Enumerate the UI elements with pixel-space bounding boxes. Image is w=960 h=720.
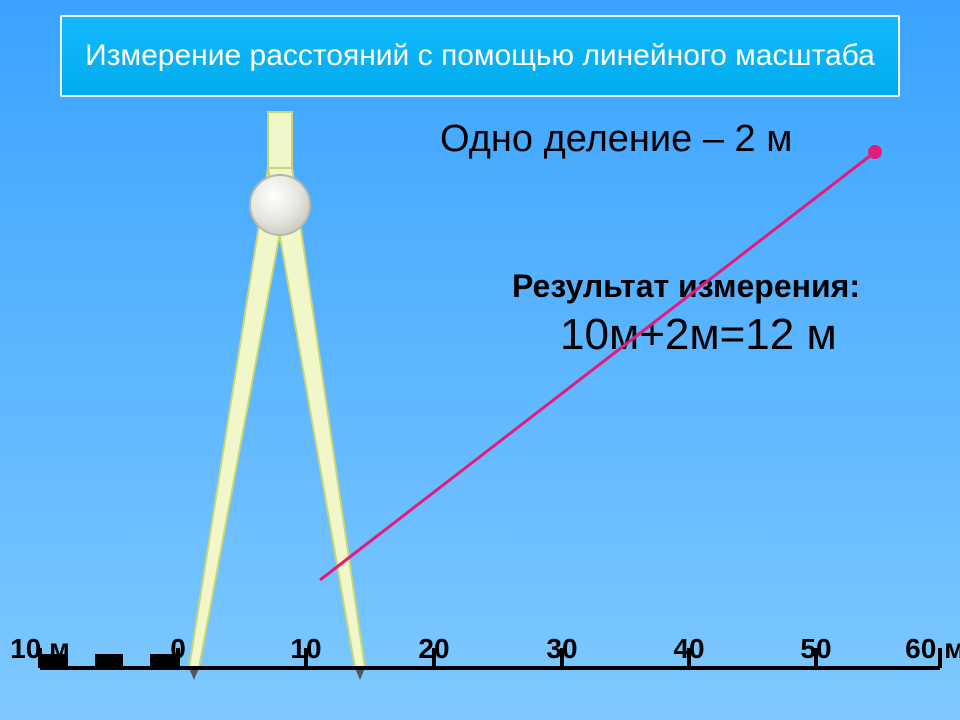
compass-icon [189, 112, 365, 680]
compass-pivot-disc [250, 175, 310, 235]
compass-left-arm [189, 168, 292, 668]
diagram-stage: Измерение расстояний с помощью линейного… [0, 0, 960, 720]
diagram-svg [0, 0, 960, 720]
pointer-callout [320, 145, 882, 580]
compass-handle [268, 112, 292, 168]
compass-right-arm [268, 168, 365, 668]
linear-scale-ruler [40, 648, 940, 668]
